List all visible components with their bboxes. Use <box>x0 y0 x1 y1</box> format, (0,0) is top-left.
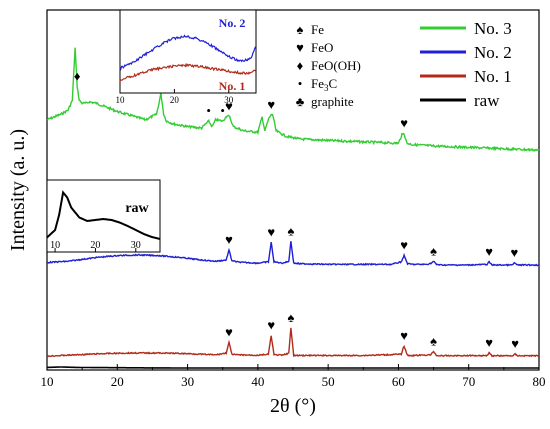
phase-key-label: Fe <box>311 22 324 37</box>
phase-key-symbol: ♣ <box>296 94 305 109</box>
peak-marker: ♥ <box>485 244 493 259</box>
inset-raw-axis: 10 20 30 <box>50 240 141 252</box>
x-axis: 10 20 30 40 50 60 70 80 <box>41 364 546 389</box>
series-line-no-1 <box>46 327 540 358</box>
legend-label: No. 2 <box>474 43 512 62</box>
inset-raw-label: raw <box>125 201 149 216</box>
x-tick-label: 50 <box>322 374 335 389</box>
inset-hump-frame <box>119 9 257 94</box>
peak-marker: ♥ <box>267 97 275 112</box>
x-tick-label: 10 <box>41 374 54 389</box>
peak-marker: ♥ <box>267 318 275 333</box>
phase-key-label: Fe3C <box>311 76 337 93</box>
peak-marker: ♥ <box>267 225 275 240</box>
x-tick-label: 20 <box>111 374 124 389</box>
peak-marker: ♠ <box>287 223 294 238</box>
phase-key-label: FeO <box>311 40 333 55</box>
inset-raw-tick-label: 20 <box>90 240 100 251</box>
inset-raw-tick-label: 10 <box>50 240 60 251</box>
x-tick-label: 40 <box>251 374 264 389</box>
peak-marker: • <box>206 103 211 118</box>
peak-marker: ♠ <box>430 243 437 258</box>
peak-marker: ♠ <box>287 310 294 325</box>
peak-marker: ♥ <box>400 116 408 131</box>
x-tick-label: 30 <box>181 374 194 389</box>
inset-hump-tick-label: 30 <box>224 95 234 105</box>
peak-marker: ♥ <box>511 245 519 260</box>
phase-key: ♠ Fe ♥ FeO ♦ FeO(OH) • Fe3C ♣ graphite <box>296 22 361 109</box>
inset-raw-line <box>46 190 161 240</box>
peak-marker: ♠ <box>430 333 437 348</box>
peak-marker: ♥ <box>511 336 519 351</box>
inset-raw-frame <box>46 179 161 253</box>
peak-marker: ♥ <box>225 232 233 247</box>
legend: No. 3 No. 2 No. 1 raw <box>420 19 512 110</box>
inset-raw-traces <box>46 190 161 240</box>
inset-raw: 10 20 30 raw <box>46 179 161 253</box>
peak-marker: ♥ <box>400 328 408 343</box>
x-axis-title: 2θ (°) <box>270 395 316 417</box>
phase-key-label: graphite <box>311 94 354 109</box>
x-tick-label: 80 <box>533 374 546 389</box>
inset-hump-line-no-1 <box>119 62 256 82</box>
phase-key-symbol: ♠ <box>297 22 304 37</box>
inset-hump-line-no-2 <box>119 34 257 71</box>
legend-label: No. 1 <box>474 67 512 86</box>
inset-hump-axis: 10 20 30 <box>116 89 234 105</box>
x-tick-label: 60 <box>392 374 405 389</box>
inset-hump: 10 20 30 No. 2 No. 1 <box>116 9 257 105</box>
peak-marker: ♥ <box>225 99 233 114</box>
inset-hump-traces <box>119 34 257 82</box>
y-axis-title: Intensity (a. u.) <box>7 129 29 251</box>
series-line-no-2 <box>47 241 540 267</box>
inset-hump-tick-label: 10 <box>116 95 126 105</box>
inset-hump-tick-label: 20 <box>170 95 180 105</box>
phase-key-symbol: ♥ <box>296 40 304 55</box>
peak-marker: ♥ <box>225 324 233 339</box>
inset-hump-label-no1: No. 1 <box>219 79 246 93</box>
legend-label: raw <box>474 91 500 110</box>
legend-label: No. 3 <box>474 19 512 38</box>
inset-hump-label-no2: No. 2 <box>219 16 246 30</box>
phase-key-symbol: ♦ <box>297 58 304 73</box>
peak-marker: ♥ <box>400 238 408 253</box>
peak-marker: • <box>220 103 225 118</box>
peak-marker: ♦ <box>74 69 81 84</box>
inset-raw-tick-label: 30 <box>131 240 141 251</box>
phase-key-symbol: • <box>298 76 303 91</box>
peak-marker: ♥ <box>485 335 493 350</box>
series-line-no-3 <box>46 47 540 153</box>
x-tick-label: 70 <box>462 374 475 389</box>
phase-key-label: FeO(OH) <box>311 58 361 73</box>
